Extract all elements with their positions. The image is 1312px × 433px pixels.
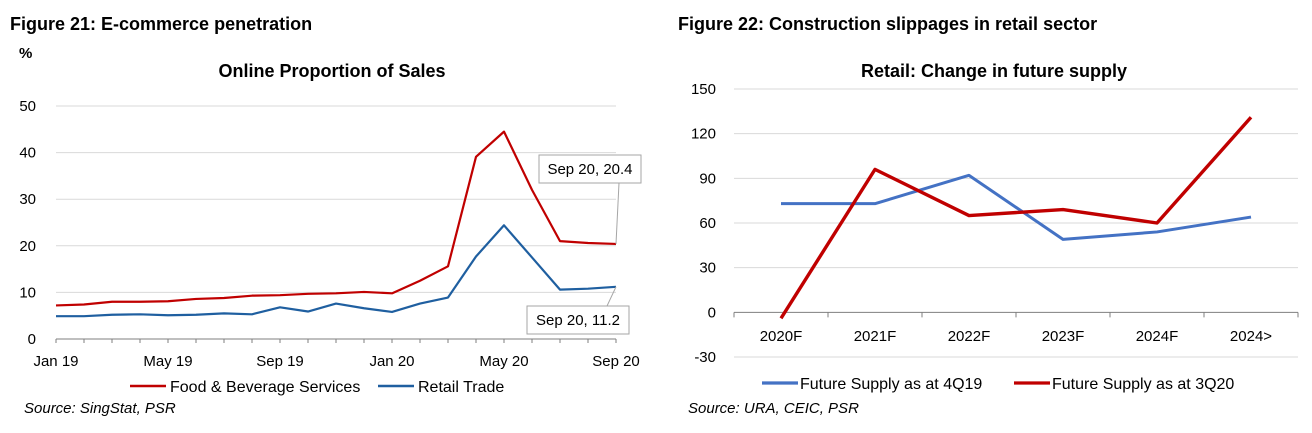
y-tick-label: 120 — [691, 126, 716, 143]
y-tick-label: 90 — [699, 170, 716, 187]
legend-label: Future Supply as at 3Q20 — [1052, 376, 1234, 393]
chart-title: Retail: Change in future supply — [861, 61, 1127, 81]
x-tick-label: Jan 20 — [369, 353, 414, 370]
source-suffix: , PSR — [819, 400, 859, 417]
legend-label: Food & Beverage Services — [170, 379, 360, 396]
y-tick-label: 30 — [699, 260, 716, 277]
y-tick-label: 60 — [699, 215, 716, 232]
x-tick-label: Sep 20 — [592, 353, 640, 370]
x-tick-label: May 20 — [479, 353, 528, 370]
legend-label: Future Supply as at 4Q19 — [800, 376, 982, 393]
x-tick-label: 2021F — [854, 328, 897, 345]
x-tick-label: 2022F — [948, 328, 991, 345]
retail-future-supply-chart: Retail: Change in future supply -30 0 30 60 9… — [691, 61, 1299, 393]
y-tick-label: 30 — [19, 191, 36, 208]
series-line-3q20 — [779, 116, 1253, 320]
series-line-4q19 — [781, 173, 1252, 241]
y-axis-unit-label: % — [19, 45, 32, 62]
figure-22-caption: Figure 22: Construction slippages in ret… — [678, 14, 1098, 34]
callout-leader — [606, 286, 617, 307]
y-tick-label: 20 — [19, 238, 36, 255]
x-tick-label: 2023F — [1042, 328, 1085, 345]
figure-21-source: Source: SingStat, PSR — [24, 400, 176, 417]
data-label-callout: Sep 20, 11.2 — [536, 312, 620, 329]
x-tick-label: May 19 — [143, 353, 192, 370]
callout-leader — [615, 182, 620, 244]
figure-22-source: Source: URA, CEIC, PSR — [688, 400, 859, 417]
x-tick-label: Sep 19 — [256, 353, 304, 370]
callout-box — [538, 154, 642, 184]
chart-title: Online Proportion of Sales — [218, 61, 445, 81]
y-tick-label: 0 — [28, 331, 36, 348]
callout-box — [526, 305, 630, 335]
series-line-retail-trade — [56, 224, 617, 318]
x-tick-label: Jan 19 — [33, 353, 78, 370]
y-tick-label: 10 — [19, 284, 36, 301]
figure-21-panel: Figure 21: E-commerce penetration Online… — [10, 14, 642, 417]
data-label-callout: Sep 20, 20.4 — [547, 161, 632, 178]
x-tick-label: 2024> — [1230, 328, 1272, 345]
ecommerce-penetration-chart: Online Proportion of Sales% 0 10 20 30 40 50 Ja… — [19, 45, 642, 396]
x-tick-label: 2020F — [760, 328, 803, 345]
y-tick-label: 40 — [19, 145, 36, 162]
series-line-food-beverage — [55, 130, 617, 307]
y-tick-label: 50 — [19, 98, 36, 115]
y-tick-label: 150 — [691, 81, 716, 98]
figure-21-caption: Figure 21: E-commerce penetration — [10, 14, 313, 34]
y-tick-label: -30 — [694, 349, 716, 366]
source-prefix: Source: URA, — [688, 400, 784, 417]
x-tick-label: 2024F — [1136, 328, 1179, 345]
y-tick-label: 0 — [708, 304, 716, 321]
figure-22-panel: Figure 22: Construction slippages in ret… — [670, 0, 1312, 433]
legend-label: Retail Trade — [418, 379, 504, 396]
source-ceic: CEIC — [783, 400, 820, 417]
